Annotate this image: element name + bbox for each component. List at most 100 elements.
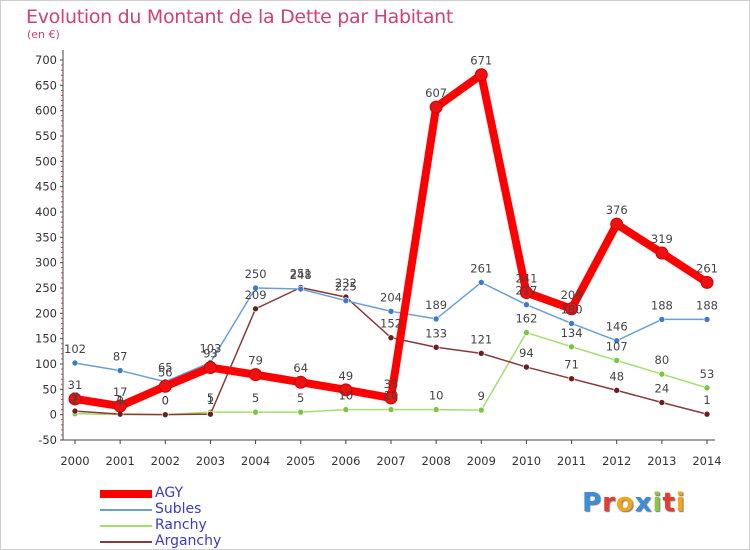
- data-label-ranchy: 10: [339, 389, 354, 403]
- data-point-subles: [116, 367, 124, 374]
- data-label-agy: 31: [68, 378, 83, 392]
- y-tick-label: 400: [35, 205, 57, 219]
- data-point-agy: [339, 383, 353, 397]
- data-point-agy: [294, 375, 308, 389]
- legend-label-subles: Subles: [155, 501, 202, 517]
- data-label-subles: 261: [470, 261, 492, 275]
- data-label-ranchy: 10: [384, 389, 399, 403]
- data-point-agy: [113, 399, 127, 413]
- data-label-subles: 87: [113, 350, 128, 364]
- data-label-agy: 241: [515, 272, 537, 286]
- y-tick-label: 450: [35, 180, 57, 194]
- x-tick-label: 2007: [376, 454, 405, 468]
- legend-swatch-subles: [100, 509, 152, 511]
- data-point-arganchy: [703, 410, 711, 418]
- x-tick-label: 2011: [557, 454, 586, 468]
- y-tick-label: 550: [35, 129, 57, 143]
- data-point-subles: [252, 284, 259, 292]
- data-label-arganchy: 1: [116, 393, 123, 407]
- series-ranchy: [71, 329, 711, 418]
- x-tick-label: 2001: [106, 454, 135, 468]
- x-tick-label: 2009: [467, 454, 496, 468]
- data-label-subles: 204: [380, 290, 402, 304]
- data-point-agy: [700, 275, 714, 289]
- data-label-subles: 188: [696, 298, 718, 312]
- y-tick-label: 300: [35, 256, 57, 270]
- data-point-agy: [158, 379, 172, 393]
- data-point-arganchy: [252, 305, 259, 313]
- data-point-arganchy: [613, 387, 621, 394]
- y-tick-label: 50: [42, 382, 57, 396]
- data-point-agy: [429, 100, 443, 114]
- legend-swatch-ranchy: [100, 525, 152, 527]
- data-point-subles: [523, 301, 530, 309]
- data-point-agy: [565, 302, 579, 316]
- x-tick-label: 2005: [286, 454, 315, 468]
- data-point-subles: [432, 315, 440, 323]
- series-arganchy: [71, 284, 711, 418]
- data-label-arganchy: 121: [470, 332, 492, 346]
- data-label-ranchy: 134: [561, 326, 583, 340]
- x-tick-label: 2006: [331, 454, 360, 468]
- data-point-agy: [384, 391, 398, 405]
- data-point-arganchy: [432, 343, 440, 351]
- data-label-subles: 180: [561, 302, 583, 316]
- x-tick-label: 2004: [241, 454, 270, 468]
- data-point-arganchy: [477, 350, 485, 357]
- data-point-ranchy: [432, 406, 440, 413]
- data-point-ranchy: [297, 408, 305, 416]
- data-point-subles: [342, 297, 350, 304]
- data-point-arganchy: [568, 375, 575, 382]
- data-label-subles: 225: [335, 280, 357, 294]
- y-tick-label: 200: [35, 306, 57, 320]
- data-point-ranchy: [252, 408, 259, 416]
- logo-letter: r: [602, 488, 616, 518]
- data-point-subles: [477, 279, 485, 286]
- data-point-subles: [568, 320, 575, 327]
- data-point-arganchy: [207, 410, 214, 418]
- data-label-ranchy: 80: [655, 353, 670, 367]
- data-label-subles: 188: [651, 298, 673, 312]
- data-point-agy: [203, 361, 217, 375]
- chart-subtitle: (en €): [27, 28, 60, 41]
- x-tick-label: 2008: [422, 454, 451, 468]
- data-label-arganchy: 232: [335, 276, 357, 290]
- data-point-agy: [610, 217, 624, 231]
- proxiti-logo: Proxiti: [582, 488, 686, 518]
- data-label-arganchy: 24: [655, 382, 670, 396]
- data-point-subles: [703, 316, 711, 323]
- data-label-ranchy: 2: [71, 393, 78, 407]
- x-tick-label: 2013: [647, 454, 676, 468]
- legend-label-arganchy: Arganchy: [155, 533, 222, 549]
- data-label-subles: 146: [606, 320, 628, 334]
- data-point-arganchy: [161, 411, 169, 418]
- data-label-ranchy: 0: [162, 394, 169, 408]
- data-label-ranchy: 5: [252, 391, 259, 405]
- data-label-subles: 248: [290, 268, 312, 282]
- x-tick-label: 2010: [512, 454, 541, 468]
- legend: AGY Subles Ranchy Arganchy: [100, 485, 300, 550]
- data-label-arganchy: 1: [207, 393, 214, 407]
- data-label-agy: 261: [696, 261, 718, 275]
- data-point-ranchy: [703, 384, 711, 392]
- data-label-ranchy: 53: [700, 367, 715, 381]
- y-tick-label: 150: [35, 332, 57, 346]
- data-label-arganchy: 251: [290, 266, 312, 280]
- data-label-arganchy: 7: [71, 390, 78, 404]
- y-tick-label: 0: [50, 408, 57, 422]
- legend-item-subles: Subles: [100, 501, 300, 518]
- data-label-subles: 189: [425, 298, 447, 312]
- data-label-arganchy: 94: [519, 346, 534, 360]
- data-point-ranchy: [658, 370, 666, 378]
- data-label-arganchy: 152: [380, 317, 402, 331]
- data-label-arganchy: 133: [425, 326, 447, 340]
- y-tick-label: 600: [35, 104, 57, 118]
- data-point-subles: [658, 316, 666, 323]
- logo-letter: i: [675, 488, 686, 518]
- legend-item-ranchy: Ranchy: [100, 517, 300, 534]
- data-point-agy: [474, 68, 488, 82]
- legend-label-agy: AGY: [155, 485, 184, 501]
- data-point-agy: [68, 392, 82, 406]
- x-tick-label: 2003: [196, 454, 225, 468]
